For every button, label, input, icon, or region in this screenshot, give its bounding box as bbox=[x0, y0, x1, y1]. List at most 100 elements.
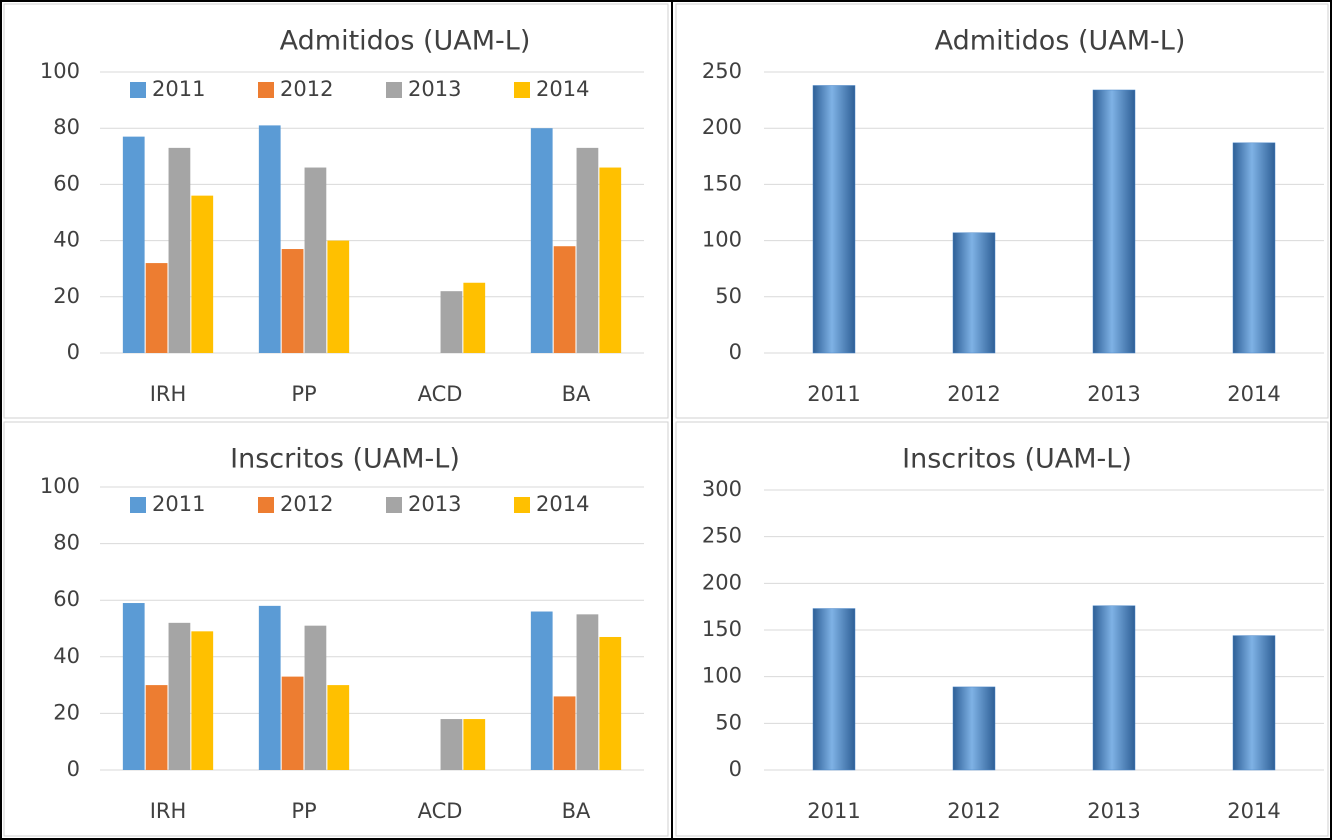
bar bbox=[952, 232, 996, 354]
bar bbox=[327, 240, 350, 353]
bar bbox=[327, 685, 350, 770]
legend-label: 2012 bbox=[280, 492, 333, 516]
y-tick-label: 80 bbox=[53, 531, 80, 555]
x-tick-label: BA bbox=[562, 382, 591, 406]
y-tick-label: 0 bbox=[729, 757, 742, 781]
legend-label: 2013 bbox=[408, 492, 461, 516]
bar bbox=[812, 85, 856, 354]
chart: Admitidos (UAM-L) 0 20 40 60 80 100 IRH PP ACD BA 2… bbox=[40, 26, 644, 406]
x-tick-label: PP bbox=[291, 382, 316, 406]
bar bbox=[145, 263, 168, 353]
panel-border bbox=[3, 3, 669, 419]
chart: Admitidos (UAM-L) 0 50 100 150 200 250 2011 2012… bbox=[702, 26, 1324, 406]
x-tick-label: BA bbox=[562, 799, 591, 823]
y-tick-label: 150 bbox=[702, 171, 742, 195]
x-tick-label: 2012 bbox=[947, 382, 1000, 406]
legend-swatch bbox=[514, 497, 530, 513]
bar bbox=[553, 246, 576, 353]
x-tick-label: IRH bbox=[150, 799, 187, 823]
bar bbox=[1232, 635, 1276, 771]
legend-swatch bbox=[514, 82, 530, 98]
chart-title: Admitidos (UAM-L) bbox=[935, 26, 1186, 57]
chart-title: Inscritos (UAM-L) bbox=[230, 444, 460, 475]
chart: Inscritos (UAM-L) 0 20 40 60 80 100 IRH PP ACD BA 2… bbox=[40, 444, 644, 823]
bar bbox=[168, 147, 191, 353]
bar bbox=[304, 625, 327, 770]
x-tick-label: 2011 bbox=[807, 799, 860, 823]
panel-border bbox=[675, 421, 1329, 837]
y-tick-label: 40 bbox=[53, 228, 80, 252]
y-tick-label: 50 bbox=[715, 710, 742, 734]
x-tick-label: 2013 bbox=[1087, 799, 1140, 823]
y-tick-label: 60 bbox=[53, 171, 80, 195]
bar bbox=[191, 631, 214, 770]
bar bbox=[812, 608, 856, 771]
bar bbox=[553, 696, 576, 770]
x-tick-label: 2011 bbox=[807, 382, 860, 406]
bar bbox=[1092, 89, 1136, 354]
panel-border bbox=[3, 421, 669, 837]
y-tick-label: 80 bbox=[53, 115, 80, 139]
legend-swatch bbox=[130, 82, 146, 98]
panel-border bbox=[675, 3, 1329, 419]
bar bbox=[530, 611, 553, 770]
y-tick-label: 250 bbox=[702, 524, 742, 548]
bar bbox=[281, 676, 304, 770]
x-tick-label: 2013 bbox=[1087, 382, 1140, 406]
legend-swatch bbox=[258, 497, 274, 513]
legend-swatch bbox=[258, 82, 274, 98]
chart-title: Inscritos (UAM-L) bbox=[902, 444, 1132, 475]
y-tick-label: 50 bbox=[715, 284, 742, 308]
y-tick-label: 40 bbox=[53, 644, 80, 668]
bar bbox=[145, 685, 168, 770]
bar bbox=[952, 686, 996, 771]
bar bbox=[1092, 605, 1136, 771]
legend-swatch bbox=[130, 497, 146, 513]
y-tick-label: 100 bbox=[702, 664, 742, 688]
y-tick-label: 100 bbox=[40, 59, 80, 83]
legend-label: 2011 bbox=[152, 492, 205, 516]
y-tick-label: 20 bbox=[53, 284, 80, 308]
bar bbox=[576, 614, 599, 770]
x-tick-label: 2012 bbox=[947, 799, 1000, 823]
bar bbox=[191, 195, 214, 353]
x-tick-label: 2014 bbox=[1227, 799, 1280, 823]
legend-label: 2014 bbox=[536, 492, 589, 516]
bar bbox=[258, 125, 281, 353]
bar bbox=[1232, 142, 1276, 354]
bar bbox=[168, 622, 191, 770]
y-tick-label: 100 bbox=[702, 228, 742, 252]
y-tick-label: 250 bbox=[702, 59, 742, 83]
bar bbox=[463, 719, 486, 770]
legend-label: 2012 bbox=[280, 77, 333, 101]
bar bbox=[304, 167, 327, 353]
y-tick-label: 200 bbox=[702, 115, 742, 139]
y-tick-label: 150 bbox=[702, 617, 742, 641]
y-tick-label: 300 bbox=[702, 477, 742, 501]
bar bbox=[599, 636, 622, 770]
legend-swatch bbox=[386, 82, 402, 98]
legend-label: 2014 bbox=[536, 77, 589, 101]
y-tick-label: 0 bbox=[729, 340, 742, 364]
chart: Inscritos (UAM-L) 0 50 100 150 200 250 300 2011 2… bbox=[702, 444, 1324, 823]
y-tick-label: 200 bbox=[702, 570, 742, 594]
bar bbox=[463, 282, 486, 353]
bar bbox=[258, 605, 281, 770]
chart-title: Admitidos (UAM-L) bbox=[280, 26, 531, 57]
bar bbox=[576, 147, 599, 353]
y-tick-label: 0 bbox=[67, 340, 80, 364]
legend-label: 2013 bbox=[408, 77, 461, 101]
y-tick-label: 60 bbox=[53, 587, 80, 611]
y-tick-label: 100 bbox=[40, 474, 80, 498]
x-tick-label: 2014 bbox=[1227, 382, 1280, 406]
bar bbox=[599, 167, 622, 353]
bar bbox=[440, 291, 463, 353]
x-tick-label: IRH bbox=[150, 382, 187, 406]
x-tick-label: ACD bbox=[418, 382, 463, 406]
bar bbox=[122, 603, 145, 770]
bar bbox=[281, 249, 304, 353]
y-tick-label: 0 bbox=[67, 757, 80, 781]
legend-swatch bbox=[386, 497, 402, 513]
